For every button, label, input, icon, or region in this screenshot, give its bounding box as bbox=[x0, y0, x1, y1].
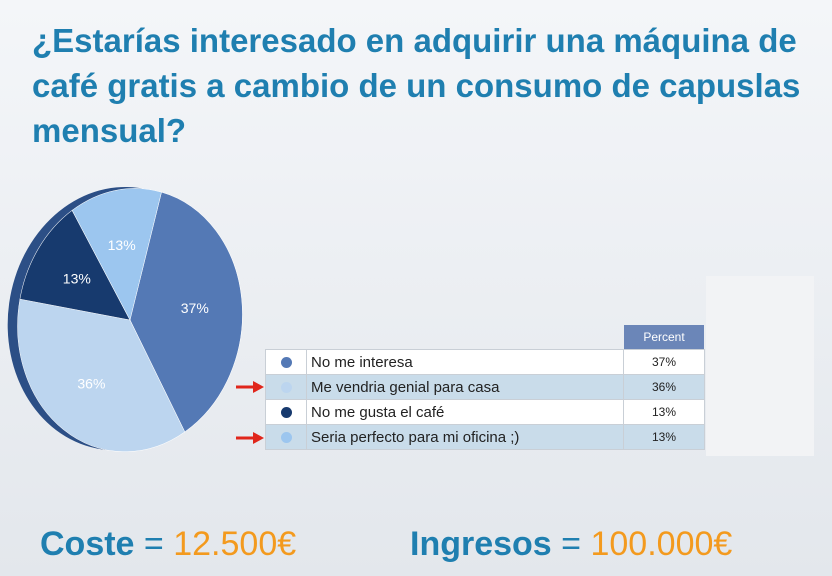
pie-slice-label: 37% bbox=[181, 300, 209, 316]
coste-label: Coste bbox=[40, 525, 135, 563]
pie-slice-label: 36% bbox=[77, 376, 105, 392]
legend-label: Seria perfecto para mi oficina ;) bbox=[306, 424, 624, 450]
legend-percent: 13% bbox=[623, 399, 705, 425]
pie-chart: 37% 36% 13% 13% bbox=[7, 186, 243, 452]
legend-table: No me interesa 37% Me vendria genial para … bbox=[265, 349, 705, 450]
red-arrow-icon bbox=[236, 381, 264, 393]
ingresos-label: Ingresos bbox=[410, 525, 552, 563]
ingresos-equals: = bbox=[561, 525, 582, 563]
ingresos-summary: Ingresos = 100.000€ bbox=[410, 525, 732, 564]
coste-summary: Coste = 12.500€ bbox=[40, 525, 296, 564]
coste-value: 12.500€ bbox=[173, 525, 297, 563]
legend-label: No me interesa bbox=[306, 349, 624, 375]
legend-dot-icon bbox=[280, 382, 292, 394]
pie-slice bbox=[129, 191, 243, 433]
legend-row: No me gusta el café 13% bbox=[265, 399, 705, 425]
legend-label: No me gusta el café bbox=[306, 399, 624, 425]
pie-slice bbox=[19, 209, 131, 321]
legend-marker-cell bbox=[265, 349, 307, 375]
pie-slice bbox=[17, 298, 186, 452]
legend-row: Seria perfecto para mi oficina ;) 13% bbox=[265, 424, 705, 450]
legend-row: Me vendria genial para casa 36% bbox=[265, 374, 705, 400]
red-arrow-icon bbox=[236, 432, 264, 444]
legend-dot-icon bbox=[280, 357, 292, 369]
legend-marker-cell bbox=[265, 374, 307, 400]
legend-marker-cell bbox=[265, 399, 307, 425]
slide-title: ¿Estarías interesado en adquirir una máq… bbox=[32, 22, 801, 149]
ingresos-value: 100.000€ bbox=[590, 525, 733, 563]
legend-label: Me vendria genial para casa bbox=[306, 374, 624, 400]
pie-slice-label: 13% bbox=[108, 237, 136, 253]
legend-marker-cell bbox=[265, 424, 307, 450]
legend-dot-icon bbox=[280, 407, 292, 419]
legend-dot-icon bbox=[280, 432, 292, 444]
legend-percent: 36% bbox=[623, 374, 705, 400]
pie-slice-label: 13% bbox=[63, 271, 91, 287]
percent-header: Percent bbox=[624, 325, 704, 349]
legend-row: No me interesa 37% bbox=[265, 349, 705, 375]
coste-equals: = bbox=[143, 525, 164, 563]
pie-slice bbox=[71, 188, 162, 321]
side-panel bbox=[706, 276, 814, 456]
legend-percent: 13% bbox=[623, 424, 705, 450]
legend-percent: 37% bbox=[623, 349, 705, 375]
